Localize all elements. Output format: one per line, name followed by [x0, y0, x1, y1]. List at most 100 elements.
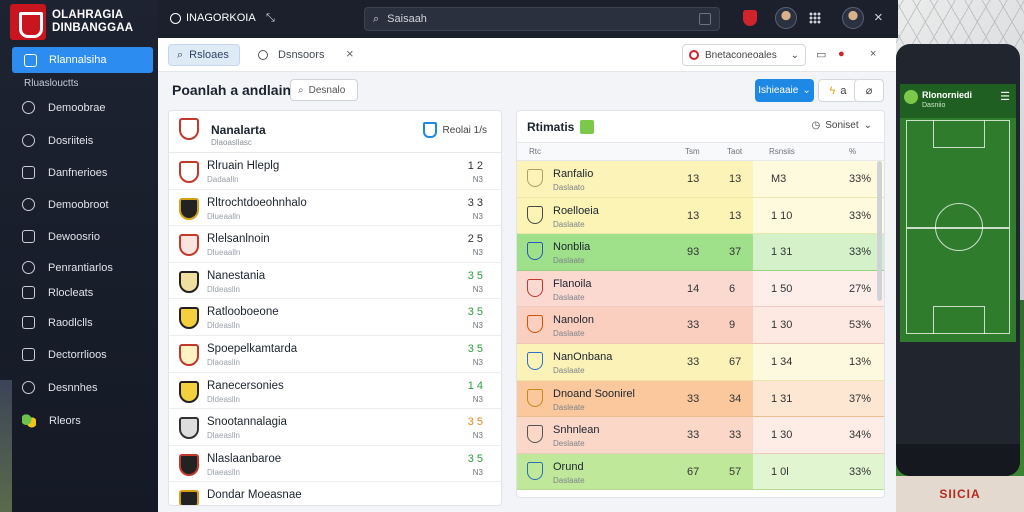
column-header[interactable]: %: [849, 147, 857, 156]
column-headers: Rtc Tsm Taot Rsnsiis %: [517, 143, 884, 161]
app-logo[interactable]: OLAHRAGIA DINBANGGAA: [10, 4, 133, 40]
tab-secondary[interactable]: Dsnsoors: [258, 49, 324, 61]
table-row[interactable]: Ranfalio Daslaato 13 13 M3 33%: [517, 161, 884, 198]
sort-select[interactable]: ◷ Soniset ⌄: [812, 120, 872, 131]
team-score-sub: N3: [472, 467, 483, 477]
table-row[interactable]: Ranecersonies Dldeaslln 1 4 N3: [169, 373, 501, 410]
sidebar-item-10[interactable]: Rleors: [22, 414, 81, 428]
row-highlight: [753, 307, 884, 343]
table-row[interactable]: Nanolon Daslaate 33 9 1 30 53%: [517, 307, 884, 344]
row-highlight: [753, 343, 884, 380]
notification-shield-icon[interactable]: [743, 10, 757, 26]
table-row[interactable]: Nonblia Daslaate 93 37 1 31 33%: [517, 234, 884, 271]
table-row[interactable]: Ratlooboeone Dldeaslln 3 5 N3: [169, 299, 501, 336]
avatar[interactable]: [775, 7, 797, 29]
standings-title-text: Rtimatis: [527, 120, 575, 134]
alert-icon[interactable]: ●: [838, 48, 845, 60]
table-row[interactable]: Dondar Moeasnae: [169, 482, 501, 505]
column-header[interactable]: Rtc: [529, 147, 541, 156]
team-crest-icon: [179, 197, 199, 220]
sidebar-item-7[interactable]: Raodlclls: [22, 316, 93, 329]
column-header[interactable]: Tsm: [685, 147, 700, 156]
percent-cell: 37%: [849, 392, 872, 405]
team-list-subtitle: Dlaoasllasc: [211, 138, 252, 147]
global-search-input[interactable]: ⌕ Saisaah: [364, 7, 720, 31]
phone-screen[interactable]: Rlonorniedi Dasniio ☰: [900, 84, 1016, 342]
sidebar-item-2[interactable]: Danfnerioes: [22, 166, 107, 179]
sort-label: Soniset: [825, 120, 859, 131]
scrollbar[interactable]: [877, 161, 882, 301]
table-row[interactable]: Nlaslaanbaroe Dlaeaslln 3 5 N3: [169, 446, 501, 483]
filter-label: Reolai 1/s: [442, 124, 487, 136]
menu-icon[interactable]: ☰: [1000, 91, 1010, 103]
table-row[interactable]: Nanestania Dldeaslln 3 5 N3: [169, 263, 501, 300]
phone-app-title: Rlonorniedi: [922, 90, 972, 100]
team-name: Spoepelkamtarda: [207, 342, 298, 355]
folder-icon: [22, 286, 35, 299]
sidebar-item-9[interactable]: Desnnhes: [22, 381, 98, 394]
sidebar-item-active[interactable]: Rlannalsiha: [12, 47, 153, 73]
percent-cell: 33%: [849, 465, 872, 478]
team-sub: Dadaalln: [207, 175, 239, 184]
sidebar-item-0[interactable]: Demoobrae: [22, 101, 105, 114]
expand-icon[interactable]: ⤡: [266, 12, 275, 24]
row-highlight: [753, 197, 884, 234]
logo-line-2: DINBANGGAA: [52, 22, 134, 34]
competition-select[interactable]: Bnetaconeoales ⌄: [682, 44, 806, 66]
sidebar-item-4[interactable]: Dewoosrio: [22, 230, 100, 243]
tab-active[interactable]: ⌕ Rsloaes: [168, 44, 240, 66]
filter-button[interactable]: Reolai 1/s: [422, 122, 487, 138]
action-button-label: a: [840, 84, 847, 97]
tab-close-icon[interactable]: ×: [346, 46, 354, 61]
table-row[interactable]: Snootannalagia Dlaeaslln 3 5 N3: [169, 409, 501, 446]
table-row[interactable]: Orund Daslaate 67 57 1 0l 33%: [517, 453, 884, 491]
table-row[interactable]: Rltrochtdoeohnhalo Dlueaalln 3 3 N3: [169, 190, 501, 227]
column-header[interactable]: Taot: [727, 147, 743, 156]
table-row[interactable]: Spoepelkamtarda Dlaoaslln 3 5 N3: [169, 336, 501, 373]
team-sub: Daslaate: [553, 256, 585, 266]
sidebar-item-5[interactable]: Penrantiarlos: [22, 261, 113, 274]
team-score: 1 4: [467, 379, 483, 392]
team-crest-icon: [179, 234, 199, 257]
logo-line-1: OLAHRAGIA: [52, 9, 124, 21]
window-icon[interactable]: ▭: [816, 49, 827, 61]
table-row[interactable]: Dnoand Soonirel Dasleate 33 34 1 31 37%: [517, 380, 884, 418]
topbar-title[interactable]: INAGORKOIA: [170, 12, 256, 24]
team-search-input[interactable]: ⌕ Desnalo: [290, 79, 358, 101]
close-icon[interactable]: ×: [874, 9, 883, 26]
sidebar-item-3[interactable]: Demoobroot: [22, 198, 109, 211]
table-row[interactable]: NanOnbana Daslaate 33 67 1 34 13%: [517, 343, 884, 381]
avatar-secondary[interactable]: [842, 7, 864, 29]
primary-button[interactable]: Ishieaaie ⌄: [755, 79, 814, 102]
stat-cell: 13: [687, 173, 700, 185]
table-row[interactable]: Rlruain Hleplg Dadaalln 1 2 N3: [169, 153, 501, 190]
team-sub: Daslaate: [553, 329, 585, 339]
penalty-box-bottom: [933, 306, 985, 334]
table-row[interactable]: Flanoila Daslaate 14 6 1 50 27%: [517, 270, 884, 308]
row-highlight: [753, 380, 884, 417]
team-crest-icon: [527, 461, 543, 480]
sidebar-item-6[interactable]: Rlocleats: [22, 286, 93, 299]
sidebar-item-label: Penrantiarlos: [48, 261, 113, 274]
team-name: Rlruain Hleplg: [207, 160, 280, 172]
action-button[interactable]: ϟ a: [818, 79, 858, 102]
team-score: 3 5: [467, 342, 483, 355]
select-value: Bnetaconeoales: [705, 49, 777, 61]
home-icon: [24, 53, 37, 67]
close-icon[interactable]: ×: [870, 48, 877, 60]
team-name: Rltrochtdoeohnhalo: [207, 196, 307, 209]
sidebar-item-1[interactable]: Dosriiteis: [22, 134, 93, 147]
sidebar-item-8[interactable]: Dectorrlioos: [22, 348, 107, 361]
team-crest-icon: [179, 490, 199, 505]
table-row[interactable]: Rlelsanlnoin Dlueaalln 2 5 N3: [169, 226, 501, 263]
table-row[interactable]: Roelloeia Daslaate 13 13 1 10 33%: [517, 197, 884, 235]
team-sub: Dlueaalln: [207, 211, 241, 221]
chevron-down-icon: ⌄: [863, 120, 872, 131]
sidebar-item-label: Demoobrae: [48, 101, 106, 114]
table-row[interactable]: Snhnlean Deslaate 33 33 1 30 34%: [517, 417, 884, 454]
column-header[interactable]: Rsnsiis: [769, 147, 795, 156]
stat-cell: 1 30: [771, 429, 793, 442]
logo-text: OLAHRAGIA DINBANGGAA: [52, 9, 133, 35]
apps-grid-icon[interactable]: [809, 12, 821, 24]
pin-button[interactable]: ⌀: [854, 79, 884, 102]
